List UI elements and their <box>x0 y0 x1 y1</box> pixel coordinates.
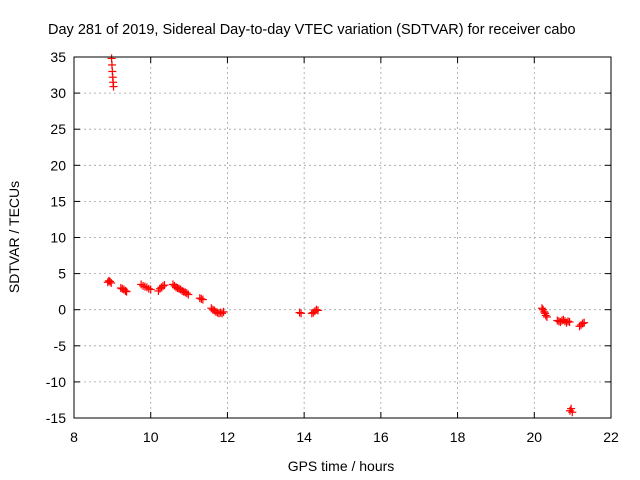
y-axis-label: SDTVAR / TECUs <box>6 181 22 293</box>
x-tick-label: 22 <box>603 429 619 445</box>
data-point <box>219 307 228 316</box>
data-point <box>542 312 551 321</box>
chart-title: Day 281 of 2019, Sidereal Day-to-day VTE… <box>48 22 576 38</box>
data-point <box>578 319 587 328</box>
data-point <box>297 309 306 318</box>
y-tick-label: 35 <box>50 49 66 65</box>
data-point <box>541 311 550 320</box>
y-tick-label: -15 <box>46 410 66 426</box>
data-point <box>218 309 227 318</box>
data-point <box>568 408 577 417</box>
data-point <box>295 308 304 317</box>
x-tick-label: 14 <box>296 429 312 445</box>
data-point <box>312 305 321 314</box>
plot-frame <box>73 56 612 419</box>
data-point <box>122 287 131 296</box>
data-point <box>144 284 153 293</box>
data-point <box>109 82 118 91</box>
x-tick-label: 20 <box>526 429 542 445</box>
data-point <box>197 294 206 303</box>
data-point <box>580 318 589 327</box>
data-point <box>182 289 191 298</box>
x-tick-label: 18 <box>450 429 466 445</box>
data-point <box>121 286 130 295</box>
data-point <box>313 306 322 315</box>
y-tick-label: 30 <box>50 85 66 101</box>
data-point <box>565 317 574 326</box>
data-point <box>540 307 549 316</box>
y-tick-label: 15 <box>50 193 66 209</box>
y-tick-label: -5 <box>54 338 67 354</box>
data-point <box>198 295 207 304</box>
data-point <box>567 404 576 413</box>
y-tick-label: -10 <box>46 374 66 390</box>
y-tick-label: 10 <box>50 230 66 246</box>
data-point <box>146 285 155 294</box>
data-point <box>184 290 193 299</box>
y-tick-label: 0 <box>58 302 66 318</box>
grid-lines <box>74 57 611 418</box>
y-tick-label: 25 <box>50 121 66 137</box>
x-tick-label: 10 <box>143 429 159 445</box>
x-tick-label: 8 <box>70 429 78 445</box>
x-tick-label: 16 <box>373 429 389 445</box>
tick-labels: 8 10 12 14 16 18 20 22 -15 -10 -5 0 5 10 15 20 25 30 35 <box>46 49 619 445</box>
data-points <box>103 54 589 417</box>
data-point <box>106 277 115 286</box>
data-point <box>160 281 169 290</box>
data-point <box>107 278 116 287</box>
y-tick-label: 20 <box>50 157 66 173</box>
data-point <box>139 281 148 290</box>
data-point <box>564 317 573 326</box>
x-axis-label: GPS time / hours <box>288 458 395 474</box>
data-point <box>158 281 167 290</box>
x-tick-label: 12 <box>220 429 236 445</box>
y-tick-label: 5 <box>58 266 66 282</box>
